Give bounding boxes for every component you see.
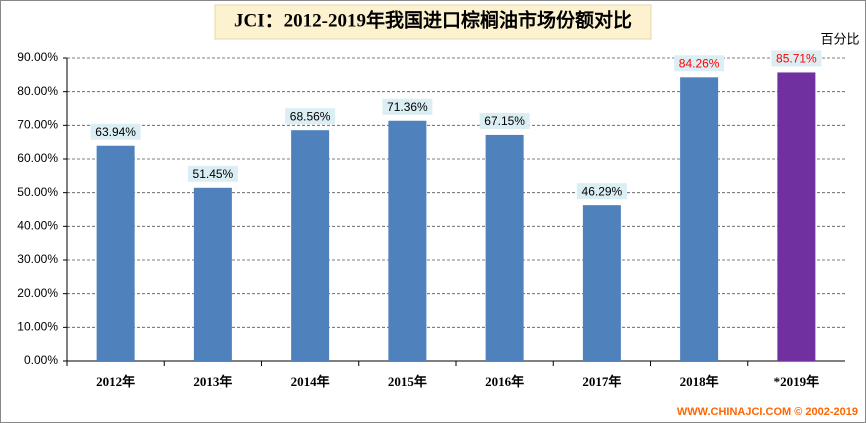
footer: WWW.CHINAJCI.COM © 2002-2019 <box>677 406 858 418</box>
y-tick-label: 90.00% <box>17 50 58 64</box>
chart-title: JCI：2012-2019年我国进口棕榈油市场份额对比 <box>234 8 632 31</box>
value-label-box <box>285 108 336 125</box>
value-label: 84.26% <box>679 56 720 70</box>
bar <box>193 187 232 361</box>
value-label: 68.56% <box>290 109 331 123</box>
x-tick-label: 2013年 <box>193 374 232 389</box>
bar <box>582 205 621 361</box>
value-label-box <box>771 50 822 67</box>
y-tick-label: 30.00% <box>17 252 58 266</box>
y-tick-label: 50.00% <box>17 185 58 199</box>
title-box <box>214 4 652 40</box>
y-tick-label: 20.00% <box>17 286 58 300</box>
y-unit: 百分比 <box>820 31 859 46</box>
bar <box>291 130 330 361</box>
value-label: 46.29% <box>582 184 623 198</box>
value-label-box <box>479 112 530 129</box>
x-tick-label: 2016年 <box>485 374 524 389</box>
x-tick-label: 2012年 <box>96 374 135 389</box>
x-tick-label: 2017年 <box>582 374 621 389</box>
bar <box>388 120 427 361</box>
value-label: 67.15% <box>484 114 525 128</box>
value-label-box <box>674 55 725 72</box>
value-label-box <box>90 123 141 140</box>
y-tick-label: 60.00% <box>17 151 58 165</box>
y-tick-label: 10.00% <box>17 320 58 334</box>
y-tick-label: 80.00% <box>17 84 58 98</box>
bar <box>485 134 524 361</box>
value-label: 85.71% <box>776 52 817 66</box>
value-label-box <box>576 183 627 200</box>
bar <box>777 72 816 362</box>
bar <box>96 145 135 361</box>
bar <box>680 77 719 361</box>
x-tick-label: 2014年 <box>291 374 330 389</box>
value-label-box <box>187 165 238 182</box>
x-tick-label: *2019年 <box>774 374 820 389</box>
y-tick-label: 0.00% <box>24 353 58 367</box>
value-label: 51.45% <box>193 167 234 181</box>
value-label: 71.36% <box>387 100 428 114</box>
y-tick-label: 70.00% <box>17 118 58 132</box>
x-tick-label: 2015年 <box>388 374 427 389</box>
y-tick-label: 40.00% <box>17 219 58 233</box>
x-tick-label: 2018年 <box>680 374 719 389</box>
value-label-box <box>382 98 433 115</box>
value-label: 63.94% <box>95 125 136 139</box>
